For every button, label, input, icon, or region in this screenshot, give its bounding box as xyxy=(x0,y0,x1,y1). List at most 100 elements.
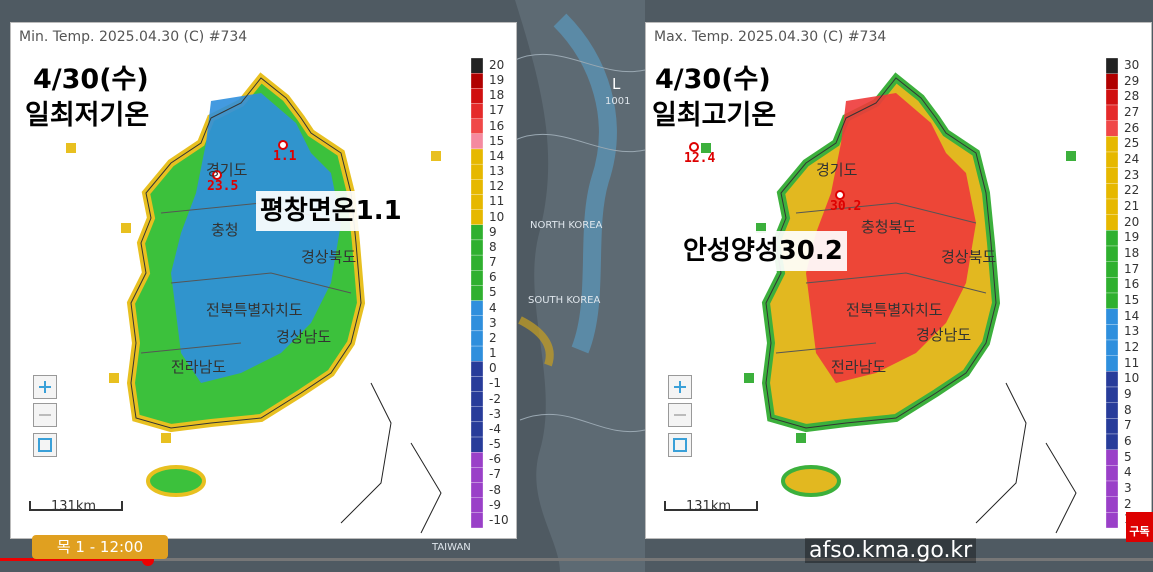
colorbar-cell xyxy=(1105,386,1119,403)
colorbar-label: 1 xyxy=(489,346,497,361)
colorbar-cell xyxy=(470,330,484,347)
fullscreen-button[interactable] xyxy=(668,433,692,457)
colorbar-label: 29 xyxy=(1124,73,1140,88)
province-border xyxy=(775,202,987,354)
zoom-in-button[interactable] xyxy=(33,375,57,399)
colorbar-cell xyxy=(470,239,484,256)
colorbar-label: 24 xyxy=(1124,152,1140,166)
colorbar-label: 5 xyxy=(489,285,497,300)
scale-bar xyxy=(29,501,123,511)
colorbar-cell xyxy=(1105,371,1119,388)
progress-bar xyxy=(0,558,148,561)
colorbar-label: 13 xyxy=(489,164,505,179)
colorbar-label: 2 xyxy=(489,330,497,345)
zoom-in-icon xyxy=(674,381,686,393)
colorbar-label: 21 xyxy=(1124,199,1140,213)
province-border xyxy=(765,77,997,429)
map xyxy=(689,57,1119,534)
colorbar-label: 6 xyxy=(1124,434,1132,448)
colorbar-cell xyxy=(470,315,484,332)
colorbar-label: 7 xyxy=(489,255,497,270)
colorbar-cell xyxy=(470,194,484,210)
colorbar-cell xyxy=(1105,292,1119,309)
colorbar-cell xyxy=(1105,512,1119,529)
colorbar-cell xyxy=(470,285,484,301)
colorbar-label: -1 xyxy=(489,376,501,391)
time-label[interactable]: 목 1 - 12:00 xyxy=(32,535,168,559)
colorbar-label: 18 xyxy=(489,88,505,103)
colorbar-label: 3 xyxy=(1124,481,1132,495)
colorbar-cell xyxy=(1105,183,1119,200)
colorbar-cell xyxy=(1105,480,1119,497)
colorbar-label: 16 xyxy=(489,118,505,133)
colorbar-cell xyxy=(1105,89,1119,106)
colorbar-cell xyxy=(1105,73,1119,90)
colorbar-label: 3 xyxy=(489,315,497,330)
station-dot xyxy=(796,433,806,443)
colorbar-label: 0 xyxy=(489,361,497,376)
colorbar-cell xyxy=(1105,104,1119,121)
colorbar-label: 23 xyxy=(1124,167,1140,182)
scale-label: 131km xyxy=(686,499,732,514)
colorbar-label: 12 xyxy=(489,179,505,194)
colorbar-cell xyxy=(1105,324,1119,341)
colorbar-label: -2 xyxy=(489,391,501,406)
colorbar-label: 30 xyxy=(1124,58,1140,72)
colorbar-cell xyxy=(470,452,484,468)
colorbar-cell xyxy=(1105,402,1119,419)
colorbar-label: -8 xyxy=(489,482,501,497)
colorbar-label: 19 xyxy=(489,73,505,88)
channel-badge[interactable]: 구독 xyxy=(1126,512,1153,542)
isobar xyxy=(514,53,646,432)
colorbar-cell xyxy=(470,254,484,271)
colorbar-label: 8 xyxy=(1124,402,1132,417)
colorbar-cell xyxy=(1105,277,1119,294)
colorbar-cell xyxy=(470,482,484,498)
colorbar-cell xyxy=(470,270,484,286)
colorbar-label: -10 xyxy=(489,512,509,527)
colorbar-cell xyxy=(470,103,484,119)
colorbar-label: 10 xyxy=(1124,371,1140,386)
colorbar-cell xyxy=(1105,355,1119,372)
colorbar-cell xyxy=(470,512,484,529)
colorbar-cell xyxy=(1105,449,1119,466)
temperature-field xyxy=(171,93,341,383)
station-dot xyxy=(121,223,131,233)
station-dot xyxy=(161,433,171,443)
callout: 안성양성30.2 xyxy=(679,231,847,271)
fullscreen-button[interactable] xyxy=(33,433,57,457)
colorbar-cell xyxy=(470,467,484,483)
colorbar-cell xyxy=(470,133,484,150)
zoom-out-button[interactable] xyxy=(33,403,57,427)
region-label: 전북특별자치도 xyxy=(206,301,303,319)
colorbar-label: 9 xyxy=(489,224,497,239)
country-label: SOUTH KOREA xyxy=(528,295,601,306)
colorbar-cell xyxy=(470,224,484,241)
colorbar-label: -4 xyxy=(489,421,501,436)
colorbar-label: 22 xyxy=(1124,183,1140,198)
zoom-in-icon xyxy=(39,381,51,393)
zoom-out-button[interactable] xyxy=(668,403,692,427)
station-marker xyxy=(212,170,222,180)
colorbar-label: -5 xyxy=(489,437,501,452)
zoom-out-icon xyxy=(674,414,686,416)
scale-bar xyxy=(664,501,758,511)
colorbar-label: -3 xyxy=(489,406,501,421)
colorbar-label: 7 xyxy=(1124,418,1132,433)
country-label: TAIWAN xyxy=(432,542,471,553)
colorbar-cell xyxy=(470,179,484,195)
zoom-in-button[interactable] xyxy=(668,375,692,399)
date-overlay: 4/30(수) xyxy=(29,61,153,99)
date-overlay: 4/30(수) xyxy=(651,61,775,99)
name-overlay: 일최저기온 xyxy=(21,97,154,135)
island xyxy=(146,465,206,497)
colorbar-cell xyxy=(1105,433,1119,450)
colorbar-cell xyxy=(1105,465,1119,482)
colorbar-cell xyxy=(470,57,484,74)
map xyxy=(66,57,484,534)
watermark: afso.kma.go.kr xyxy=(805,538,977,563)
station-label: 23.5 xyxy=(207,179,239,194)
colorbar-label: 14 xyxy=(1124,308,1140,323)
precip-band xyxy=(553,13,617,354)
station-dot xyxy=(756,223,766,233)
